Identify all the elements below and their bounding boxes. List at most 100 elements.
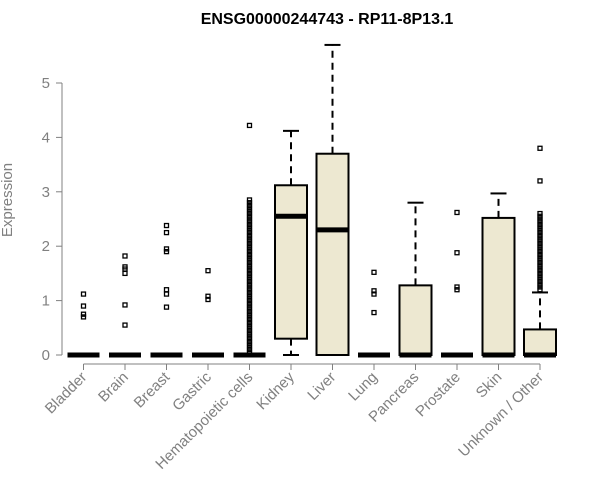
box-group <box>358 269 390 358</box>
outlier-point <box>246 292 253 298</box>
box-rect <box>523 328 557 357</box>
outlier-point <box>371 288 377 294</box>
outlier-point <box>537 216 543 222</box>
y-tick-label: 5 <box>42 75 50 92</box>
outlier-point <box>537 273 543 279</box>
outlier-point <box>371 269 377 275</box>
box-group <box>481 192 516 358</box>
outlier-point <box>205 296 211 303</box>
outlier-point <box>537 262 543 268</box>
outlier-point <box>246 303 253 309</box>
box-group <box>150 222 183 358</box>
y-axis: 0 1 2 3 4 5 <box>42 75 63 364</box>
outlier-point <box>246 243 253 249</box>
outlier-point <box>537 248 543 255</box>
y-tick-label: 1 <box>42 293 50 310</box>
y-tick-label: 0 <box>42 347 50 364</box>
x-tick-label: Skin <box>473 369 506 402</box>
outlier-point <box>537 270 543 277</box>
outlier-point <box>537 221 543 228</box>
x-tick-label: Kidney <box>253 368 298 413</box>
outlier-point <box>537 235 543 241</box>
outlier-point <box>163 287 170 293</box>
outlier-point <box>246 287 253 293</box>
outlier-point <box>163 304 170 310</box>
outlier-point <box>537 240 543 247</box>
outlier-point <box>80 303 87 309</box>
outlier-point <box>246 289 253 296</box>
outlier-point <box>537 243 543 249</box>
x-tick-label: Lung <box>345 369 381 405</box>
outlier-point <box>537 254 543 260</box>
outlier-point <box>246 224 253 230</box>
outlier-point <box>537 213 543 219</box>
outlier-point <box>537 229 543 236</box>
outlier-point <box>246 316 253 323</box>
outlier-point <box>246 219 253 225</box>
outlier-point <box>163 246 170 252</box>
outlier-point <box>246 306 253 312</box>
outlier-point <box>246 257 253 263</box>
x-tick-label: Bladder <box>42 369 91 418</box>
outlier-point <box>80 311 87 317</box>
outlier-point <box>80 314 87 320</box>
outlier-point <box>246 235 253 241</box>
outlier-point <box>537 251 543 258</box>
outlier-point <box>246 240 253 247</box>
outlier-point <box>246 308 253 315</box>
outlier-point <box>122 302 128 308</box>
outlier-point <box>246 270 253 277</box>
outlier-point <box>371 309 377 316</box>
outlier-point <box>246 202 253 209</box>
x-tick-label: Prostate <box>412 369 464 421</box>
outlier-point <box>246 213 253 219</box>
outlier-point <box>246 208 253 214</box>
outlier-point <box>122 270 128 277</box>
outlier-point <box>246 197 253 203</box>
outlier-point <box>80 291 87 297</box>
outlier-point <box>205 268 211 274</box>
outlier-point <box>246 281 253 287</box>
outlier-point <box>454 250 460 256</box>
outlier-point <box>246 333 253 339</box>
outlier-point <box>163 229 170 236</box>
x-tick-label: Breast <box>131 368 174 411</box>
box-group <box>315 43 350 356</box>
boxes-group <box>67 43 557 358</box>
outlier-point <box>246 322 253 328</box>
box-group <box>233 122 266 358</box>
outlier-point <box>246 259 253 266</box>
outlier-point <box>246 278 253 285</box>
outlier-point <box>537 257 543 263</box>
outlier-point <box>246 338 253 345</box>
outlier-point <box>537 259 543 266</box>
outlier-point <box>246 297 253 304</box>
outlier-point <box>246 122 253 129</box>
outlier-point <box>246 341 253 347</box>
box-group <box>109 253 141 358</box>
outlier-point <box>246 265 253 271</box>
outlier-point <box>537 246 543 252</box>
outlier-point <box>246 254 253 260</box>
outlier-point <box>371 291 377 297</box>
outlier-point <box>537 238 543 244</box>
outlier-point <box>246 210 253 217</box>
outlier-point <box>454 209 460 216</box>
outlier-point <box>246 232 253 238</box>
outlier-point <box>246 248 253 255</box>
chart-title: ENSG00000244743 - RP11-8P13.1 <box>201 11 454 28</box>
outlier-point <box>537 284 543 290</box>
box-rect <box>315 152 350 356</box>
outlier-point <box>246 276 253 282</box>
outlier-point <box>246 229 253 236</box>
outlier-point <box>537 227 543 233</box>
outlier-point <box>163 248 170 255</box>
outlier-point <box>537 276 543 282</box>
outlier-point <box>246 221 253 228</box>
outlier-point <box>246 330 253 336</box>
outlier-point <box>246 295 253 301</box>
outlier-point <box>246 268 253 274</box>
outlier-point <box>537 265 543 271</box>
